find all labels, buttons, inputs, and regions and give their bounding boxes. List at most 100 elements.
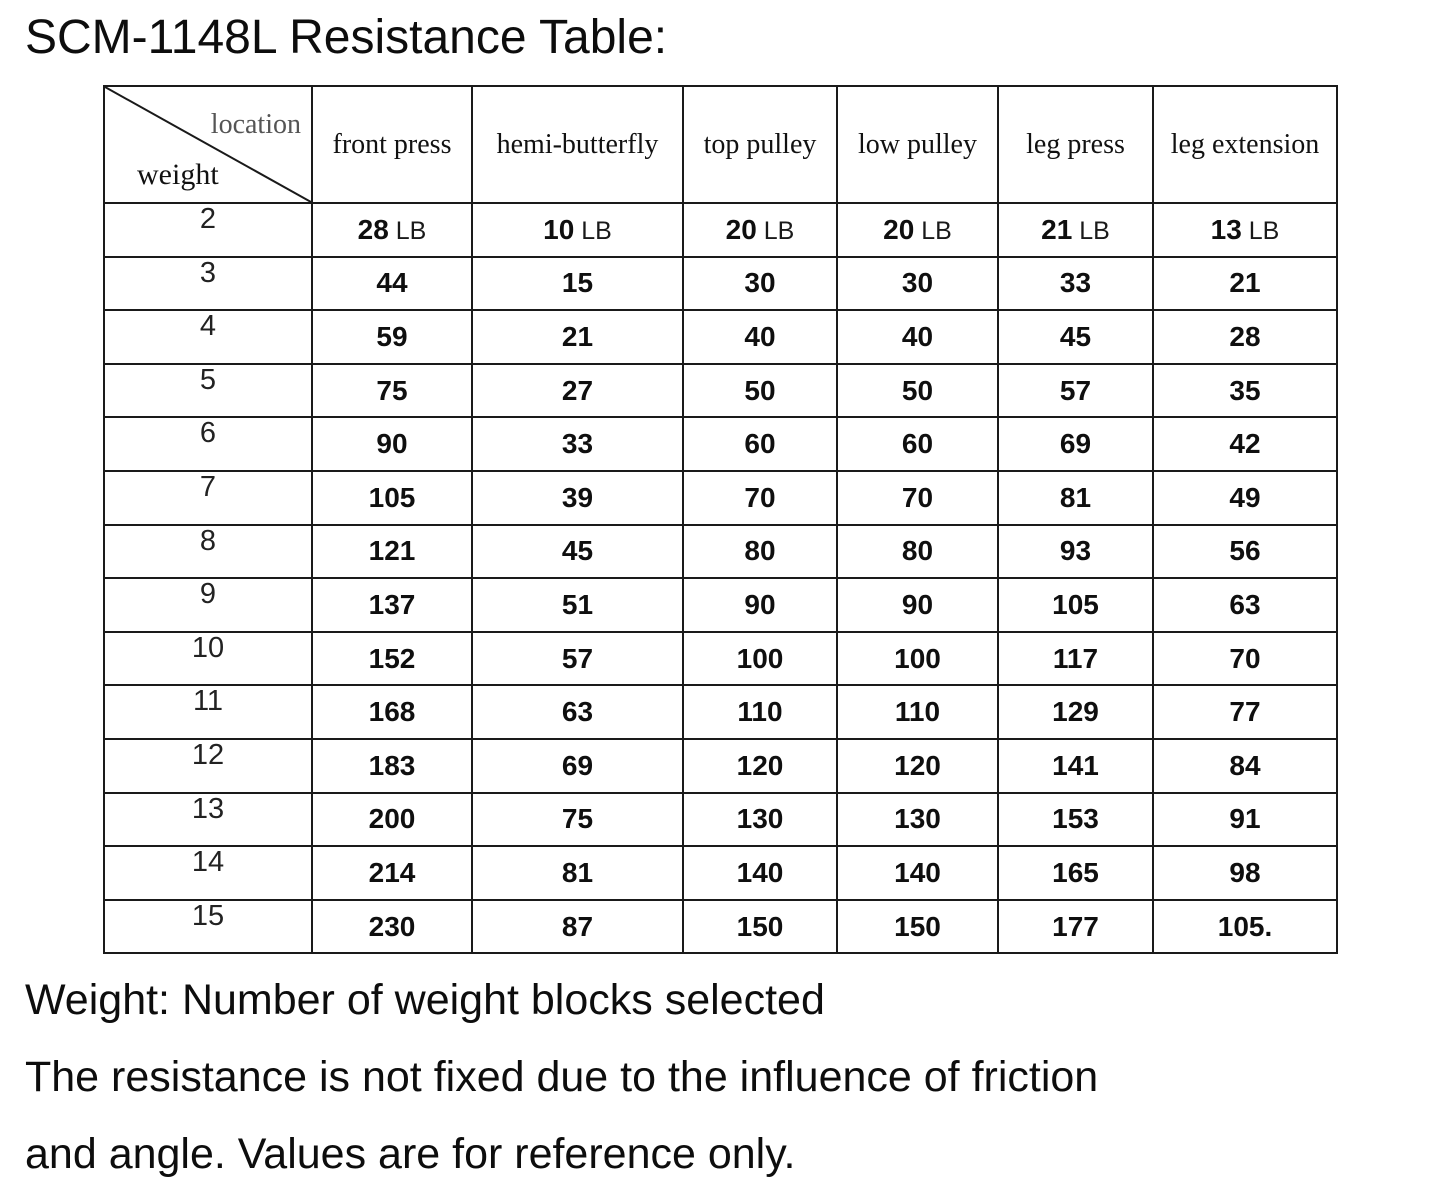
resistance-cell: 153 bbox=[997, 791, 1154, 848]
unit-label: LB bbox=[1079, 216, 1110, 245]
resistance-value: 153 bbox=[1052, 803, 1099, 835]
resistance-cell: 183 bbox=[311, 737, 473, 794]
resistance-value: 130 bbox=[736, 803, 784, 835]
resistance-value: 137 bbox=[368, 588, 416, 620]
resistance-table-body: 2 28 LB 10 LB 20 LB 20 LB 21 LB 13 LB 3 44 15 30 30 33 21 4 5… bbox=[103, 202, 1338, 955]
resistance-cell: 57 bbox=[997, 362, 1154, 419]
resistance-cell: 49 bbox=[1152, 469, 1338, 526]
resistance-value: 56 bbox=[1229, 535, 1261, 567]
resistance-value: 63 bbox=[561, 696, 594, 728]
resistance-cell: 140 bbox=[682, 845, 838, 901]
weight-cell: 4 bbox=[103, 309, 313, 365]
resistance-cell: 230 bbox=[311, 898, 473, 955]
resistance-value: 130 bbox=[894, 803, 941, 835]
resistance-cell: 152 bbox=[311, 630, 473, 687]
resistance-value: 45 bbox=[1059, 320, 1092, 352]
resistance-cell: 20 LB bbox=[836, 202, 999, 258]
resistance-value: 42 bbox=[1229, 428, 1261, 460]
unit-label: LB bbox=[395, 216, 427, 245]
footnote-disclaimer-line-2: and angle. Values are for reference only… bbox=[25, 1130, 796, 1178]
resistance-cell: 140 bbox=[836, 845, 999, 901]
resistance-cell: 70 bbox=[836, 469, 999, 526]
resistance-cell: 30 bbox=[682, 255, 838, 312]
resistance-value: 45 bbox=[561, 535, 594, 567]
resistance-cell: 21 LB bbox=[997, 202, 1154, 258]
resistance-value: 177 bbox=[1052, 910, 1099, 942]
resistance-value: 69 bbox=[561, 749, 594, 781]
resistance-cell: 56 bbox=[1152, 523, 1338, 580]
column-header-front-press: front press bbox=[311, 85, 473, 204]
resistance-value: 75 bbox=[561, 803, 594, 835]
corner-cell: location weight bbox=[103, 85, 313, 204]
column-header-low-pulley: low pulley bbox=[836, 85, 999, 204]
resistance-cell: 13 LB bbox=[1152, 202, 1338, 258]
resistance-value: 57 bbox=[1059, 374, 1092, 406]
resistance-cell: 80 bbox=[682, 523, 838, 580]
resistance-value: 33 bbox=[1059, 267, 1092, 299]
resistance-value: 105 bbox=[368, 481, 416, 513]
resistance-value: 98 bbox=[1229, 856, 1261, 888]
resistance-cell: 130 bbox=[682, 791, 838, 848]
resistance-value: 165 bbox=[1052, 856, 1099, 888]
resistance-cell: 165 bbox=[997, 845, 1154, 901]
resistance-cell: 80 bbox=[836, 523, 999, 580]
resistance-value: 21 bbox=[1229, 267, 1261, 299]
resistance-cell: 93 bbox=[997, 523, 1154, 580]
resistance-cell: 200 bbox=[311, 791, 473, 848]
weight-cell: 12 bbox=[103, 737, 313, 794]
weight-cell: 10 bbox=[103, 630, 313, 687]
resistance-value: 100 bbox=[894, 642, 941, 674]
resistance-value: 80 bbox=[744, 535, 776, 567]
resistance-cell: 105 bbox=[311, 469, 473, 526]
resistance-value: 20 bbox=[725, 213, 757, 245]
resistance-value: 60 bbox=[744, 428, 776, 460]
weight-cell: 5 bbox=[103, 362, 313, 419]
corner-location-label: location bbox=[210, 109, 301, 140]
table-row: 13 200 75 130 130 153 91 bbox=[103, 791, 1338, 848]
resistance-value: 152 bbox=[368, 642, 416, 674]
weight-cell: 14 bbox=[103, 845, 313, 901]
resistance-cell: 214 bbox=[311, 845, 473, 901]
resistance-value: 110 bbox=[737, 696, 783, 728]
resistance-value: 87 bbox=[561, 910, 594, 942]
resistance-cell: 110 bbox=[836, 684, 999, 740]
resistance-cell: 60 bbox=[836, 416, 999, 472]
weight-cell: 9 bbox=[103, 577, 313, 633]
resistance-value: 120 bbox=[736, 749, 784, 781]
resistance-cell: 63 bbox=[471, 684, 684, 740]
resistance-cell: 21 bbox=[1152, 255, 1338, 312]
resistance-cell: 100 bbox=[682, 630, 838, 687]
resistance-value: 70 bbox=[1229, 642, 1261, 674]
resistance-cell: 40 bbox=[836, 309, 999, 365]
resistance-value: 51 bbox=[561, 588, 594, 620]
resistance-cell: 150 bbox=[682, 898, 838, 955]
resistance-cell: 45 bbox=[997, 309, 1154, 365]
resistance-value: 60 bbox=[901, 428, 934, 460]
resistance-cell: 130 bbox=[836, 791, 999, 848]
resistance-value: 28 bbox=[1229, 320, 1261, 352]
resistance-value: 40 bbox=[744, 320, 776, 352]
resistance-cell: 27 bbox=[471, 362, 684, 419]
resistance-value: 120 bbox=[894, 749, 941, 781]
resistance-value: 168 bbox=[368, 696, 416, 728]
column-header-top-pulley: top pulley bbox=[682, 85, 838, 204]
resistance-value: 129 bbox=[1052, 696, 1099, 728]
resistance-value: 214 bbox=[368, 856, 416, 888]
resistance-cell: 141 bbox=[997, 737, 1154, 794]
unit-label: LB bbox=[763, 216, 795, 245]
table-row: 3 44 15 30 30 33 21 bbox=[103, 255, 1338, 312]
resistance-cell: 91 bbox=[1152, 791, 1338, 848]
resistance-cell: 150 bbox=[836, 898, 999, 955]
column-header-hemi-butterfly: hemi-butterfly bbox=[471, 85, 684, 204]
table-row: 10 152 57 100 100 117 70 bbox=[103, 630, 1338, 687]
resistance-cell: 63 bbox=[1152, 577, 1338, 633]
unit-label: LB bbox=[581, 216, 612, 245]
weight-cell: 8 bbox=[103, 523, 313, 580]
weight-cell: 13 bbox=[103, 791, 313, 848]
resistance-cell: 69 bbox=[997, 416, 1154, 472]
resistance-value: 44 bbox=[376, 267, 408, 299]
resistance-cell: 20 LB bbox=[682, 202, 838, 258]
table-row: 15 230 87 150 150 177 105. bbox=[103, 898, 1338, 955]
resistance-cell: 69 bbox=[471, 737, 684, 794]
